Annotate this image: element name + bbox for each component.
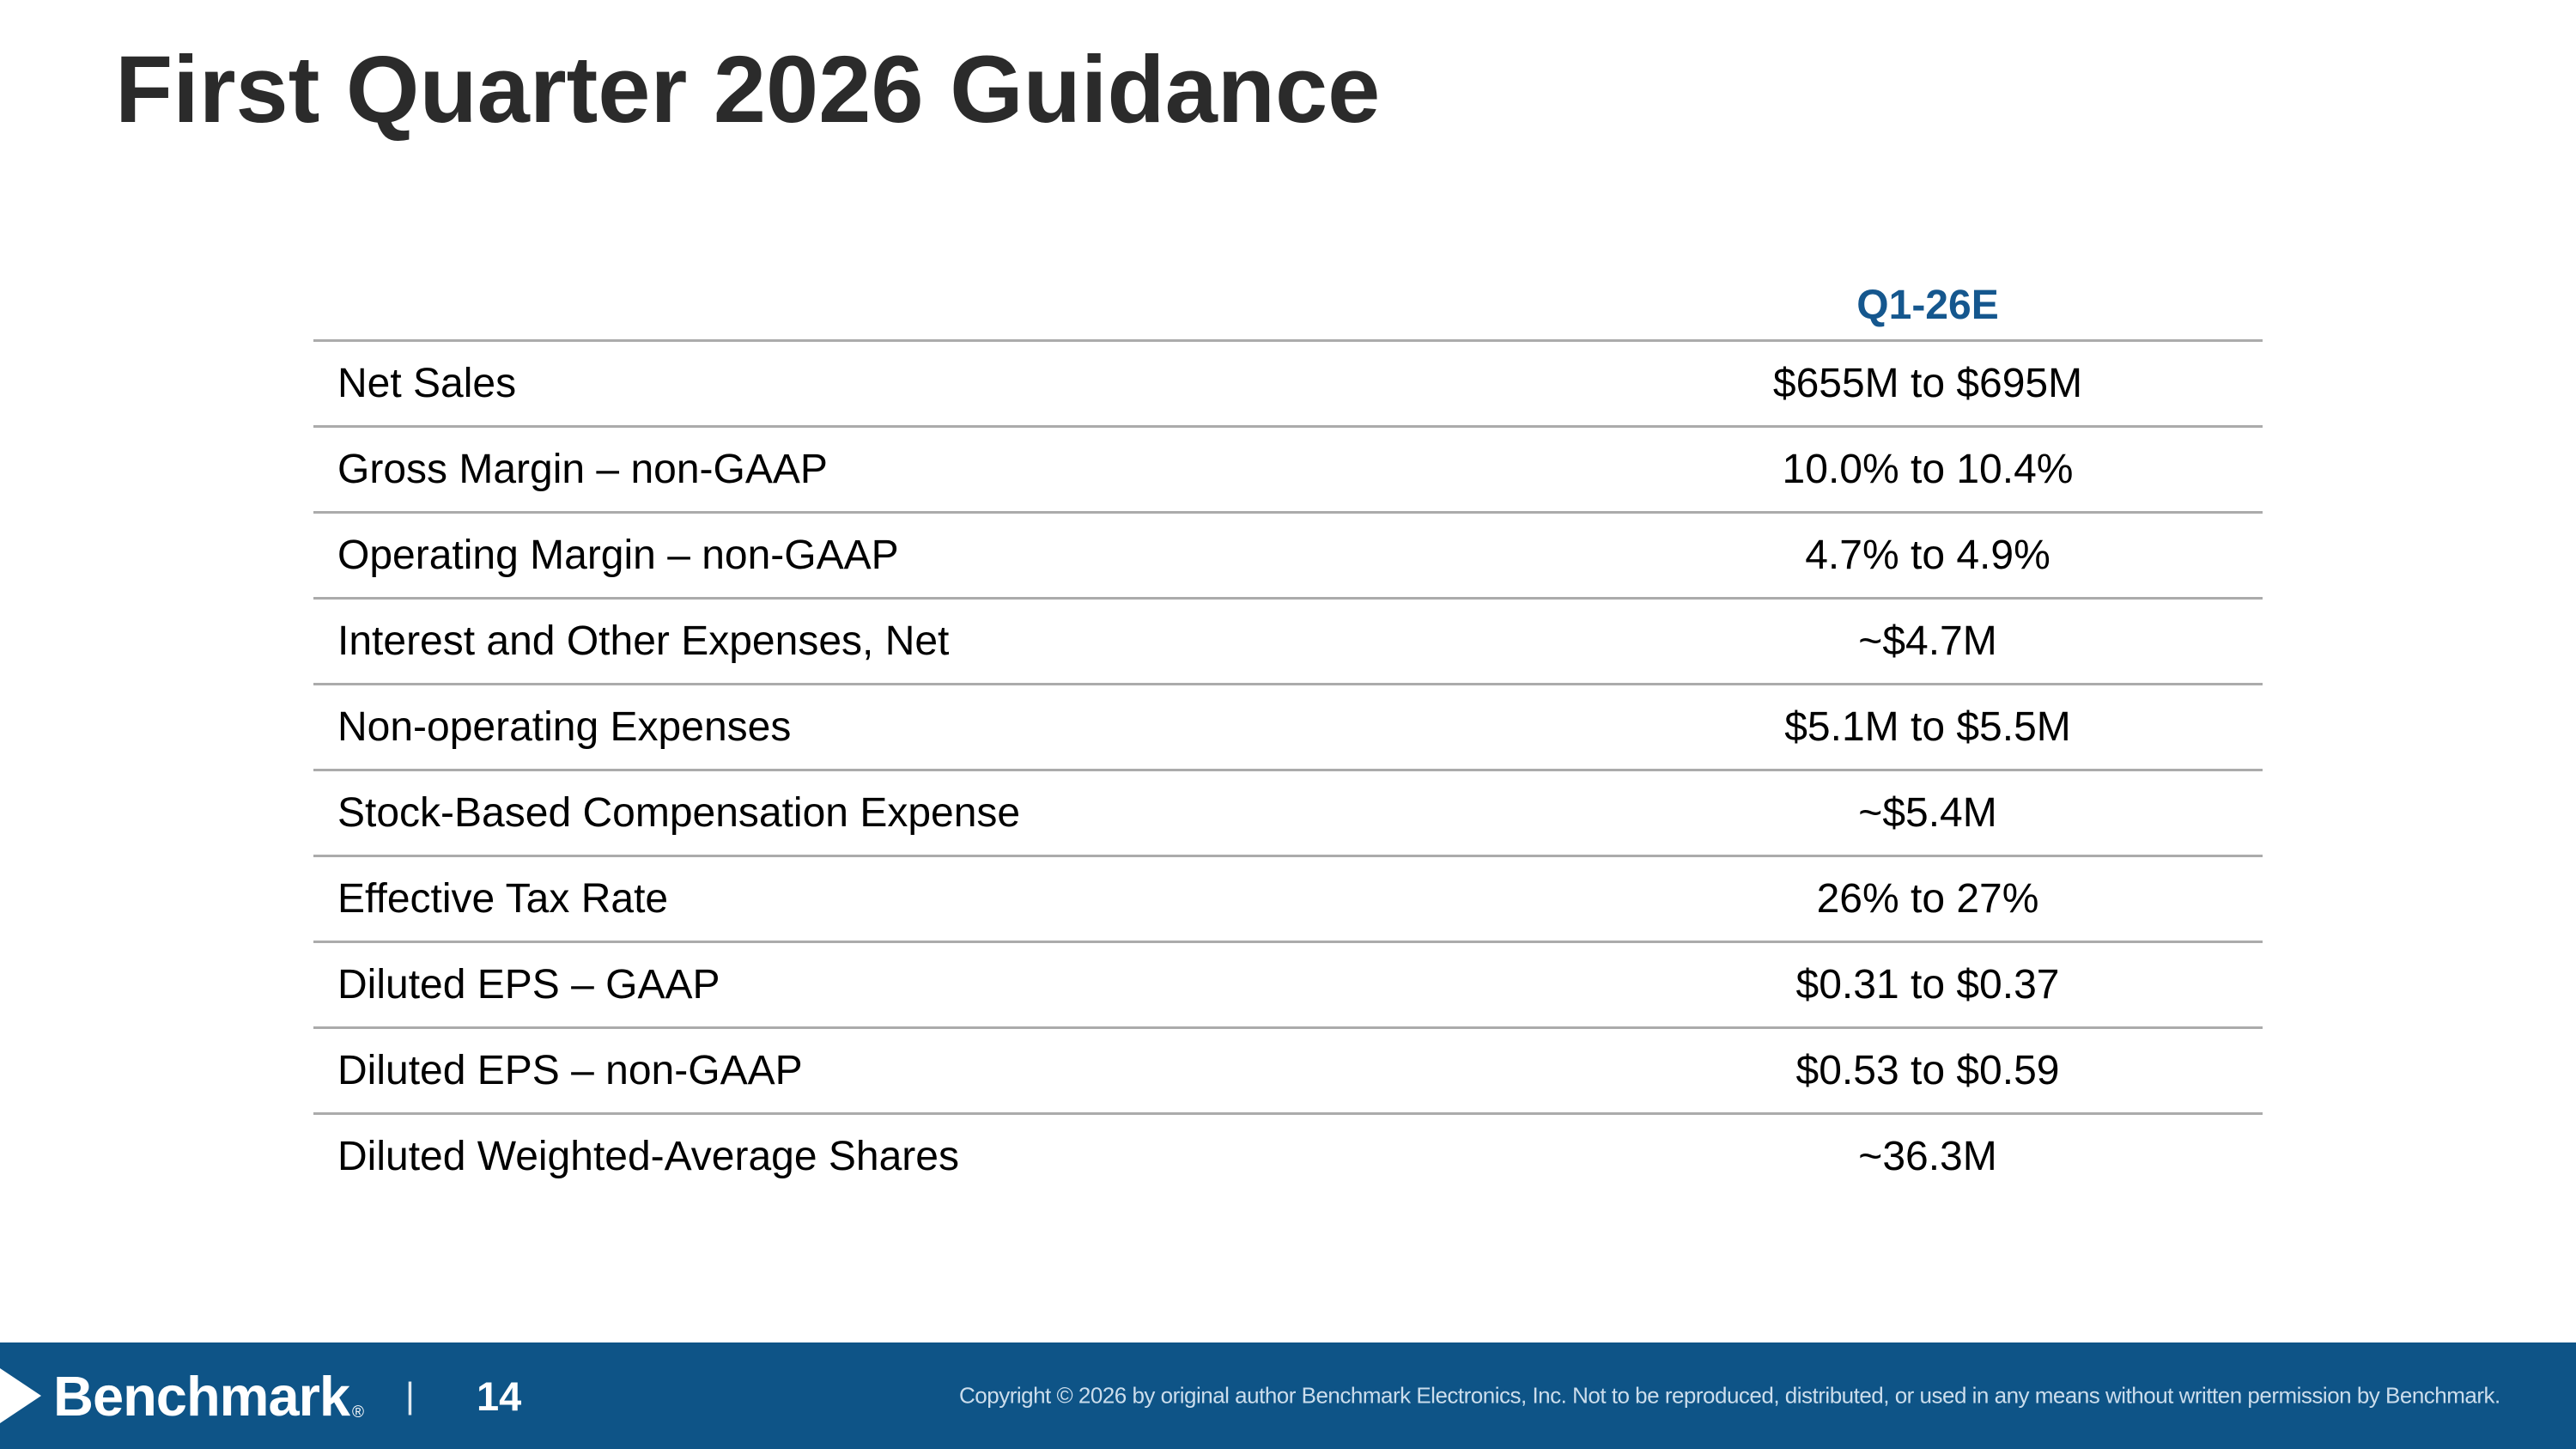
table-row: Diluted EPS – GAAP $0.31 to $0.37	[313, 941, 2263, 1026]
row-value: ~$4.7M	[1858, 618, 1997, 664]
row-label: Interest and Other Expenses, Net	[337, 618, 950, 664]
row-label: Operating Margin – non-GAAP	[337, 533, 899, 578]
table-row: Operating Margin – non-GAAP 4.7% to 4.9%	[313, 511, 2263, 597]
page-number: 14	[476, 1373, 522, 1419]
guidance-table: Q1-26E Net Sales $655M to $695M Gross Ma…	[313, 271, 2263, 1198]
table-row: Non-operating Expenses $5.1M to $5.5M	[313, 683, 2263, 769]
row-label: Effective Tax Rate	[337, 876, 669, 922]
row-label: Diluted EPS – GAAP	[337, 962, 720, 1008]
benchmark-arrow-icon	[0, 1368, 41, 1423]
benchmark-logo-text: Benchmark	[53, 1364, 350, 1428]
benchmark-logo: Benchmark ®	[53, 1368, 364, 1424]
table-row: Stock-Based Compensation Expense ~$5.4M	[313, 769, 2263, 855]
column-header-q1-26e: Q1-26E	[1856, 282, 1999, 328]
row-label: Gross Margin – non-GAAP	[337, 447, 828, 492]
footer-bar: Benchmark ® | 14 Copyright © 2026 by ori…	[0, 1342, 2576, 1449]
row-value: $0.31 to $0.37	[1795, 962, 2060, 1008]
table-row: Gross Margin – non-GAAP 10.0% to 10.4%	[313, 425, 2263, 511]
row-value: ~$5.4M	[1858, 790, 1997, 836]
table-header-row: Q1-26E	[313, 271, 2263, 339]
row-value: $0.53 to $0.59	[1795, 1048, 2060, 1093]
table-row: Net Sales $655M to $695M	[313, 339, 2263, 425]
row-label: Net Sales	[337, 361, 517, 406]
table-row: Interest and Other Expenses, Net ~$4.7M	[313, 597, 2263, 683]
row-value: 4.7% to 4.9%	[1805, 533, 2050, 578]
row-value: 26% to 27%	[1816, 876, 2039, 922]
page-title: First Quarter 2026 Guidance	[115, 37, 1381, 143]
table-row: Diluted EPS – non-GAAP $0.53 to $0.59	[313, 1026, 2263, 1112]
row-value: ~36.3M	[1858, 1134, 1997, 1179]
row-label: Non-operating Expenses	[337, 704, 792, 750]
table-row: Diluted Weighted-Average Shares ~36.3M	[313, 1112, 2263, 1198]
row-label: Diluted EPS – non-GAAP	[337, 1048, 803, 1093]
row-value: $5.1M to $5.5M	[1784, 704, 2071, 750]
registered-trademark-icon: ®	[352, 1403, 365, 1422]
row-value: $655M to $695M	[1772, 361, 2083, 406]
row-label: Diluted Weighted-Average Shares	[337, 1134, 959, 1179]
copyright-text: Copyright © 2026 by original author Benc…	[959, 1382, 2500, 1409]
row-value: 10.0% to 10.4%	[1782, 447, 2074, 492]
footer-separator: |	[405, 1375, 415, 1416]
table-row: Effective Tax Rate 26% to 27%	[313, 855, 2263, 941]
row-label: Stock-Based Compensation Expense	[337, 790, 1021, 836]
